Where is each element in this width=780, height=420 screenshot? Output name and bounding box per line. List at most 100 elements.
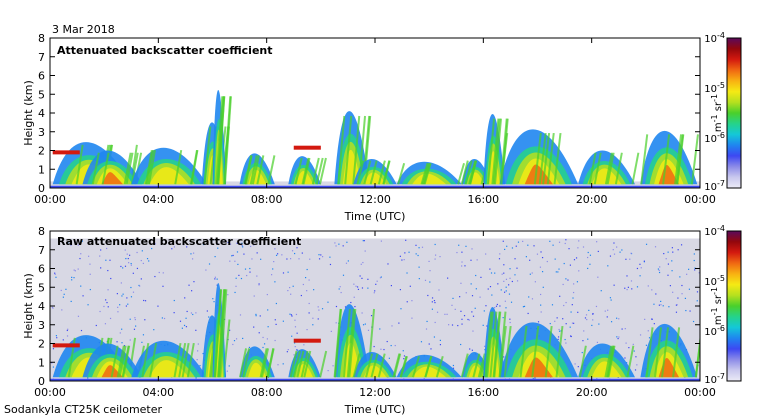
noise-speckle [347,260,349,262]
noise-speckle [107,269,109,272]
noise-speckle [639,263,641,265]
noise-speckle [573,283,575,285]
noise-speckle [452,297,454,299]
noise-speckle [52,366,55,368]
noise-speckle [383,348,385,351]
y-tick-label: 3 [38,126,45,139]
noise-speckle [62,339,64,341]
noise-speckle [645,243,648,245]
noise-speckle [471,295,474,297]
noise-speckle [465,245,467,247]
noise-speckle [125,257,127,260]
noise-speckle [199,365,201,367]
noise-speckle [196,359,198,361]
noise-speckle [470,259,472,261]
noise-speckle [277,253,279,255]
noise-speckle [439,344,442,346]
noise-speckle [329,263,332,266]
noise-speckle [531,298,534,300]
noise-speckle [144,319,146,321]
noise-speckle [483,310,485,312]
colorbar-unit-label: m-1 sr-1 [710,94,724,132]
noise-speckle [514,274,516,276]
panel-attenuated-backscatter: 0 1 2 3 4 5 6 7 8 00:00 04:00 08:00 12:00 16:00 20:00… [22,31,742,223]
noise-speckle [73,269,75,271]
noise-speckle [624,357,626,359]
noise-speckle [250,245,252,248]
noise-speckle [110,277,112,280]
noise-speckle [103,305,105,308]
noise-speckle [364,323,366,325]
noise-speckle [338,288,340,290]
noise-speckle [354,305,356,308]
noise-speckle [293,342,296,344]
noise-speckle [362,240,364,242]
noise-speckle [80,253,82,255]
noise-speckle [456,251,458,254]
noise-speckle [277,364,279,366]
noise-speckle [122,267,124,269]
noise-speckle [127,257,129,260]
noise-speckle [434,258,436,260]
noise-speckle [404,252,406,254]
noise-speckle [232,343,234,346]
noise-speckle [582,340,584,342]
noise-speckle [540,251,542,253]
noise-speckle [571,304,573,306]
noise-speckle [669,285,671,287]
noise-speckle [452,367,455,369]
noise-speckle [317,306,319,308]
noise-speckle [241,244,243,246]
noise-speckle [573,322,575,324]
noise-speckle [587,267,589,270]
y-tick-label: 0 [38,375,45,388]
noise-speckle [399,289,401,291]
noise-speckle [124,249,126,251]
noise-speckle [301,252,303,254]
noise-speckle [448,324,450,326]
noise-speckle [309,258,311,260]
noise-speckle [474,307,476,309]
noise-speckle [588,309,590,311]
noise-speckle [153,329,155,331]
noise-speckle [627,286,629,288]
x-axis: 00:00 04:00 08:00 12:00 16:00 20:00 00:00 [34,38,716,206]
noise-speckle [399,255,401,257]
noise-speckle [77,268,79,270]
noise-speckle [148,260,150,262]
noise-speckle [668,306,670,308]
strong-backscatter-layer [293,145,321,150]
noise-speckle [317,318,319,320]
noise-speckle [117,311,119,313]
noise-speckle [411,300,413,302]
noise-speckle [286,258,288,260]
noise-speckle [249,271,251,273]
noise-speckle [589,254,592,256]
noise-speckle [568,248,570,250]
noise-speckle [659,266,661,268]
noise-speckle [173,246,175,248]
noise-speckle [287,289,289,292]
noise-speckle [415,253,417,255]
noise-speckle [74,270,76,272]
backscatter-feature [396,161,465,185]
noise-speckle [509,277,511,279]
noise-speckle [154,243,156,245]
noise-speckle [267,326,269,328]
noise-speckle [648,337,651,339]
noise-speckle [509,321,511,324]
noise-speckle [563,304,565,307]
y-tick-label: 7 [38,244,45,257]
noise-speckle [558,268,560,270]
noise-speckle [146,258,149,260]
noise-speckle [361,287,364,289]
noise-speckle [294,346,296,348]
noise-speckle [640,267,642,269]
noise-speckle [120,282,122,284]
noise-speckle [191,258,194,260]
y-axis-label: Height (km) [22,273,35,339]
noise-speckle [55,335,58,337]
noise-speckle [216,243,219,245]
noise-speckle [596,241,598,243]
noise-speckle [126,297,128,299]
